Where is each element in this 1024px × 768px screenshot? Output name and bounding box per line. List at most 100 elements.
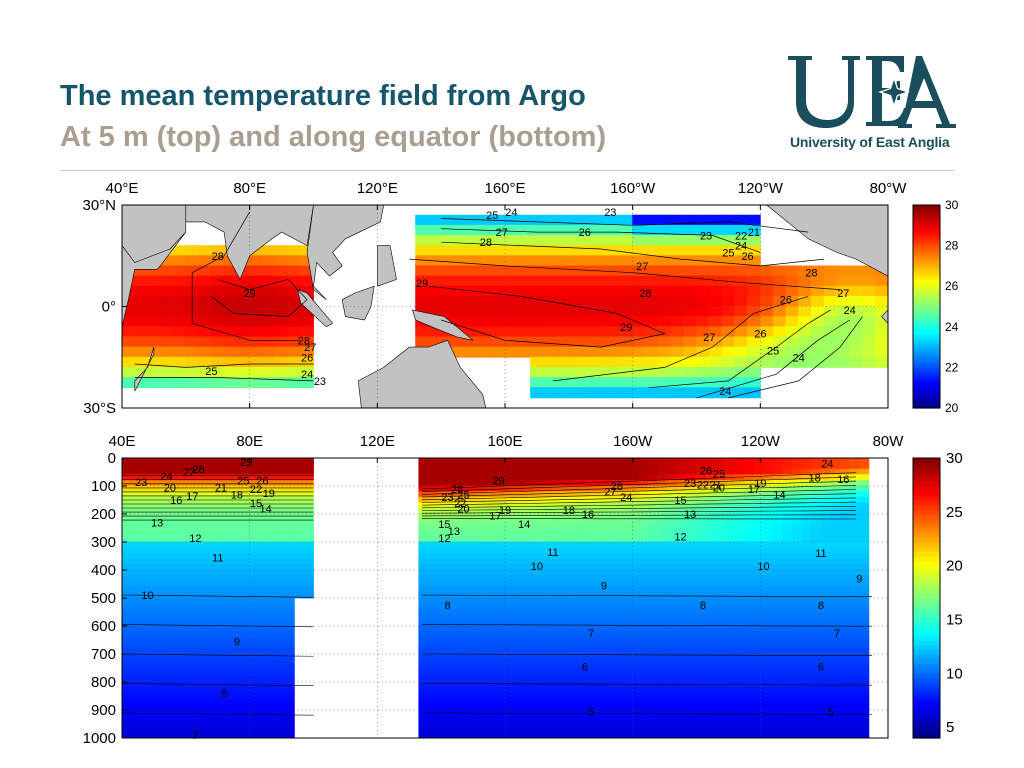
- sst-contour-line: [409, 258, 841, 290]
- section-colorbar-tick-label: 15: [946, 612, 963, 629]
- section-contour-label: 14: [773, 489, 785, 501]
- section-x-tick-label: 80W: [873, 433, 905, 450]
- section-colorbar-tick-label: 25: [946, 504, 963, 521]
- section-y-tick-label: 200: [91, 506, 116, 523]
- section-contour-label: 8: [818, 600, 824, 612]
- sst-contour-line: [696, 319, 850, 399]
- section-contour-label: 16: [170, 495, 182, 507]
- section-contour-deep: [422, 624, 873, 627]
- section-contour-label: 18: [563, 505, 575, 517]
- sst-contour-label: 26: [741, 251, 753, 263]
- section-contours: [122, 472, 873, 716]
- page-title: The mean temperature field from Argo: [60, 80, 586, 112]
- sst-contour-label: 27: [496, 227, 508, 239]
- section-contour-label: 23: [135, 477, 147, 489]
- sst-contour-label: 29: [620, 322, 632, 334]
- sst-contour-label: 26: [780, 295, 792, 307]
- section-contour-label: 9: [856, 573, 862, 585]
- section-contour-label: 22: [250, 484, 262, 496]
- section-contour-label: 29: [240, 457, 252, 469]
- sst-contour-label: 24: [301, 369, 313, 381]
- sst-contour-label: 25: [205, 366, 217, 378]
- sst-map: [122, 205, 888, 408]
- section-contour-label: 17: [186, 491, 198, 503]
- sst-contour-label: 28: [298, 335, 310, 347]
- section-contour-label: 18: [808, 473, 820, 485]
- section-contour-deep: [422, 653, 873, 656]
- section-contour-label: 24: [620, 492, 632, 504]
- section-colorbar-tick-label: 20: [946, 558, 963, 575]
- sst-contour-label: 24: [505, 207, 517, 219]
- section-contour-label: 28: [192, 464, 204, 476]
- section-x-tick-label: 40E: [109, 433, 136, 450]
- section-contour-label: 12: [674, 531, 686, 543]
- section-contour-label: 9: [601, 580, 607, 592]
- sst-contour-label: 26: [579, 227, 591, 239]
- sst-y-tick-label: 30°N: [82, 197, 116, 214]
- section-contour-label: 24: [161, 471, 173, 483]
- section-contour-label: 14: [518, 519, 530, 531]
- sst-contour-label: 28: [639, 288, 651, 300]
- header-divider: [60, 170, 954, 171]
- land-mexico: [766, 205, 888, 277]
- sst-contour-label: 27: [703, 332, 715, 344]
- section-contour-label: 25: [237, 475, 249, 487]
- section-contour-label: 19: [754, 478, 766, 490]
- section-contour-label: 13: [448, 526, 460, 538]
- section-contour-thermocline: [421, 510, 857, 514]
- sst-contour-line: [441, 228, 761, 253]
- sst-contour-label: 29: [416, 278, 428, 290]
- sst-contour-label: 24: [844, 305, 856, 317]
- section-contour-label: 21: [710, 480, 722, 492]
- section-contour-label: 15: [438, 519, 450, 531]
- section-colorbar-tick-label: 30: [946, 450, 963, 467]
- section-contour-label: 28: [451, 484, 463, 496]
- section-contour-thermocline: [421, 497, 857, 506]
- land-south-america: [881, 309, 888, 324]
- sst-field: [122, 214, 888, 399]
- sst-contour-label: 27: [636, 261, 648, 273]
- section-contour-label: 26: [700, 466, 712, 478]
- section-contour-label: 19: [499, 505, 511, 517]
- sst-contour-label: 25: [722, 247, 734, 259]
- sst-colorbar-tick-label: 22: [945, 360, 959, 374]
- sst-contour-line: [134, 363, 314, 368]
- sst-colorbar-tick-label: 30: [945, 198, 959, 212]
- section-contour-thermocline: [421, 501, 857, 509]
- section-contour-label: 24: [821, 459, 833, 471]
- section-contour-label: 8: [700, 600, 706, 612]
- section-contour-label: 22: [697, 480, 709, 492]
- section-contour-label: 15: [674, 495, 686, 507]
- sst-x-tick-label: 80°W: [870, 180, 908, 197]
- section-contour-label: 17: [489, 510, 501, 522]
- section-x-tick-label: 80E: [236, 433, 263, 450]
- sst-contour-label: 23: [700, 230, 712, 242]
- section-grid: [122, 457, 888, 739]
- section-contour-label: 10: [141, 590, 153, 602]
- land-india: [185, 205, 314, 281]
- section-contour-label: 16: [582, 509, 594, 521]
- section-x-tick-label: 120E: [360, 433, 395, 450]
- section-contour-label: 12: [438, 533, 450, 545]
- section-contour-thermocline: [421, 506, 857, 511]
- sst-contour-label: 27: [304, 342, 316, 354]
- sst-contour-label: 28: [212, 251, 224, 263]
- section-contour-label: 5: [588, 706, 594, 718]
- section-y-tick-label: 800: [91, 674, 116, 691]
- section-contour-label: 6: [818, 662, 824, 674]
- section-contour-label: 12: [189, 533, 201, 545]
- section-contour-label: 16: [837, 474, 849, 486]
- section-y-tick-label: 600: [91, 618, 116, 635]
- sst-contour-label: 26: [301, 352, 313, 364]
- section-contour-label: 15: [250, 498, 262, 510]
- section-contour-deep: [122, 683, 314, 687]
- section-contour-thermocline: [421, 493, 857, 503]
- section-contour-label: 25: [713, 468, 725, 480]
- section-contour-label: 13: [684, 509, 696, 521]
- sst-contour-label: 29: [244, 288, 256, 300]
- uea-logo: [788, 56, 956, 128]
- section-x-tick-label: 160W: [613, 433, 653, 450]
- section-contour-deep: [422, 683, 873, 686]
- section-contour-label: 13: [151, 517, 163, 529]
